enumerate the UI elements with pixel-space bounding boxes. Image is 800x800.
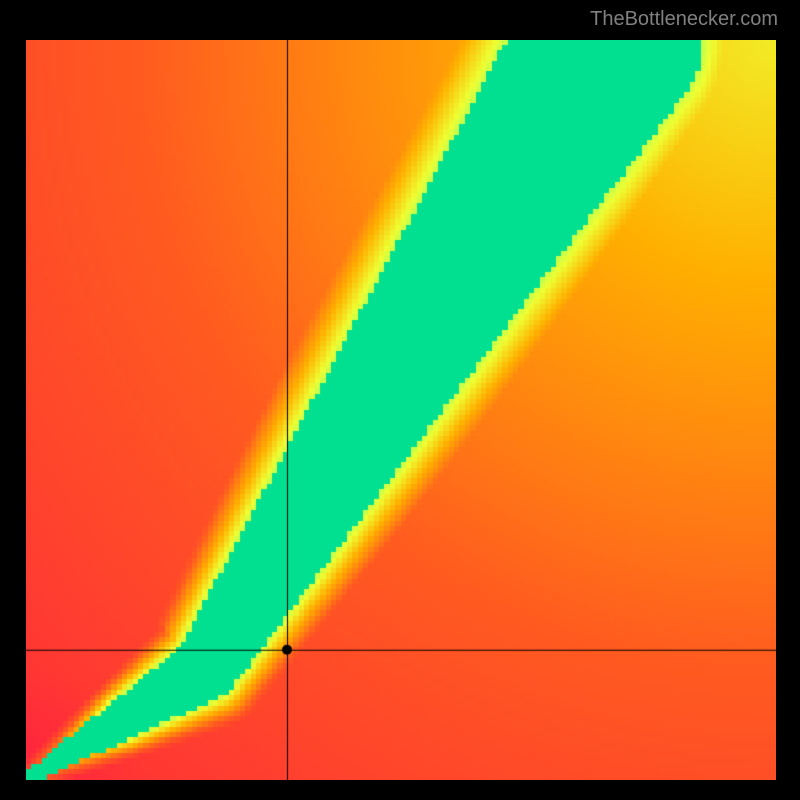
heatmap-canvas xyxy=(26,40,776,780)
watermark-text: TheBottlenecker.com xyxy=(590,8,778,31)
heatmap-chart xyxy=(26,40,776,780)
